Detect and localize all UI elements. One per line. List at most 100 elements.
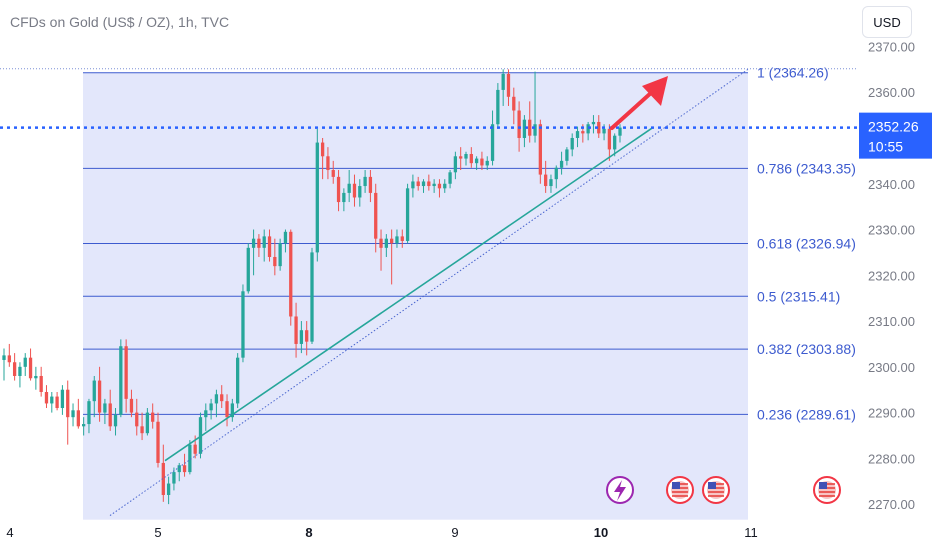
fib-level-label: 1 (2364.26): [757, 65, 829, 81]
candle-body: [464, 154, 468, 159]
x-axis-tick-label: 4: [6, 525, 13, 540]
candle-body: [92, 380, 96, 402]
y-axis-tick-label: 2290.00: [868, 406, 915, 421]
candle-body: [262, 236, 266, 248]
chart-title: CFDs on Gold (US$ / OZ), 1h, TVC: [10, 14, 230, 30]
candle-body: [188, 444, 192, 473]
candle-body: [2, 355, 6, 360]
fib-level-label: 0.236 (2289.61): [757, 406, 856, 422]
candle-body: [496, 89, 500, 125]
y-axis-tick-label: 2340.00: [868, 177, 915, 192]
candle-body: [315, 142, 319, 253]
y-axis-tick-label: 2280.00: [868, 451, 915, 466]
candle-body: [405, 188, 410, 241]
candle-body: [39, 375, 43, 392]
x-axis-tick-label: 11: [744, 525, 758, 540]
candle-body: [336, 176, 341, 203]
us-flag-canton: [819, 482, 827, 489]
candle-body: [294, 316, 298, 344]
candle-body: [363, 176, 367, 187]
candle-body: [28, 357, 33, 379]
candle-body: [347, 183, 351, 193]
candle-body: [453, 156, 458, 173]
candle-body: [485, 160, 489, 166]
current-price-badge: [859, 112, 932, 159]
candle-body: [528, 119, 532, 136]
candle-body: [379, 238, 383, 248]
candle-body: [283, 231, 288, 244]
candle-body: [501, 73, 505, 90]
y-axis-tick-label: 2360.00: [868, 85, 915, 100]
candle-body: [145, 412, 150, 434]
candle-body: [289, 231, 293, 317]
bar-countdown: 10:55: [868, 139, 903, 155]
y-axis-tick-label: 2300.00: [868, 360, 915, 375]
candle-body: [172, 472, 176, 484]
candle-body: [395, 236, 399, 244]
candle-body: [421, 181, 426, 187]
candle-body: [151, 412, 155, 422]
candle-body: [278, 243, 282, 267]
candle-body: [214, 394, 219, 404]
candle-body: [161, 462, 165, 495]
candle-body: [82, 424, 86, 427]
us-flag-canton: [672, 482, 680, 489]
candle-body: [490, 124, 495, 161]
candle-body: [87, 401, 91, 425]
currency-button[interactable]: USD: [862, 6, 912, 38]
candle-body: [613, 135, 617, 150]
candle-body: [517, 110, 521, 138]
candle-body: [570, 137, 574, 150]
candle-body: [448, 172, 452, 184]
y-axis-tick-label: 2370.00: [868, 39, 915, 54]
candle-body: [108, 403, 112, 427]
trend-line[interactable]: [164, 126, 654, 462]
candle-body: [66, 389, 70, 418]
candle-body: [512, 96, 516, 111]
candle-body: [204, 410, 208, 418]
candle-body: [368, 176, 373, 193]
x-axis-tick-label: 8: [305, 525, 312, 540]
arrow-head: [642, 76, 668, 106]
candle-body: [225, 401, 229, 418]
candle-body: [559, 160, 564, 168]
candle-body: [103, 403, 107, 413]
candle-body: [459, 156, 463, 159]
candle-body: [113, 414, 118, 427]
candle-body: [416, 181, 420, 187]
candle-body: [193, 444, 197, 454]
candle-body: [166, 483, 171, 495]
candle-body: [602, 128, 606, 134]
candle-body: [156, 421, 160, 463]
candle-body: [241, 291, 245, 358]
trend-channel-dotted[interactable]: [109, 68, 749, 516]
y-axis-tick-label: 2270.00: [868, 497, 915, 512]
candle-body: [342, 192, 346, 203]
candle-body: [443, 183, 447, 189]
candle-body: [135, 412, 139, 427]
candle-body: [230, 403, 234, 418]
candle-body: [60, 389, 65, 409]
candle-body: [251, 238, 256, 248]
candle-body: [273, 256, 277, 267]
candle-body: [437, 183, 442, 189]
candle-body: [581, 131, 585, 134]
candle-body: [76, 410, 80, 427]
candle-body: [18, 366, 22, 376]
candle-body: [591, 121, 596, 125]
candle-body: [140, 426, 144, 434]
candle-body: [119, 346, 123, 415]
candle-body: [209, 403, 213, 411]
candle-body: [607, 128, 612, 150]
candle-body: [310, 252, 314, 342]
candle-body: [267, 236, 272, 257]
candle-body: [177, 465, 181, 473]
candle-body: [331, 170, 335, 177]
candle-body: [44, 392, 49, 404]
candle-body: [182, 465, 187, 473]
fib-level-label: 0.618 (2326.94): [757, 236, 856, 252]
x-axis-tick-label: 5: [154, 525, 161, 540]
candle-body: [220, 394, 224, 402]
x-axis-tick-label: 10: [594, 525, 608, 540]
